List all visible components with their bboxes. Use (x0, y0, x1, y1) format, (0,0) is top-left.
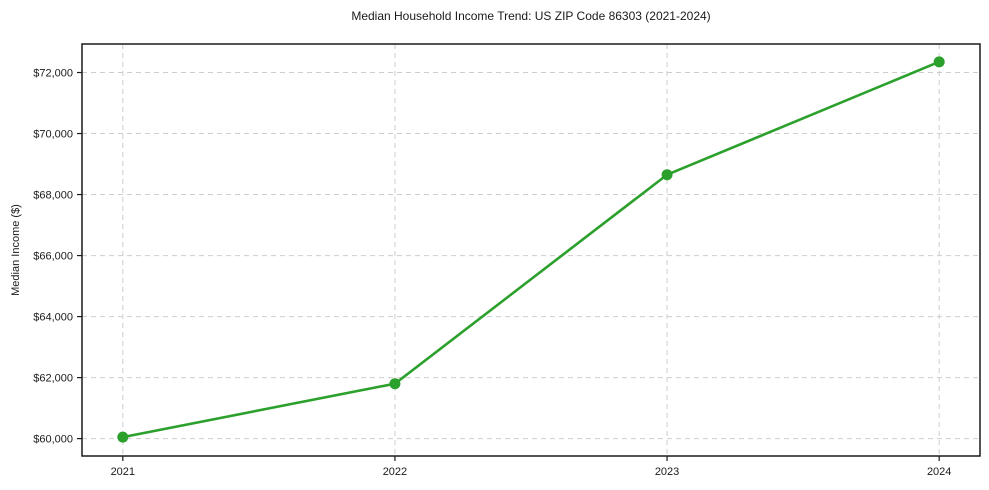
grid-layer (82, 44, 980, 456)
trend-line (121, 60, 941, 439)
y-tick-label: $68,000 (33, 189, 73, 201)
data-point-marker (933, 56, 945, 68)
y-tick-label: $72,000 (33, 67, 73, 79)
y-tick-label: $66,000 (33, 250, 73, 262)
axes-layer: $60,000 $62,000 $64,000 $66,000 $68,000 $70,0… (33, 43, 981, 478)
y-axis-label: Median Income ($) (10, 204, 22, 296)
data-point-marker (661, 169, 673, 181)
series-layer (117, 56, 945, 443)
data-point-marker (389, 378, 401, 390)
x-tick-label: 2022 (383, 466, 407, 478)
y-tick-label: $70,000 (33, 128, 73, 140)
chart-title: Median Household Income Trend: US ZIP Co… (351, 9, 710, 23)
x-tick-label: 2021 (111, 466, 135, 478)
data-point-marker (117, 431, 129, 443)
y-tick-label: $60,000 (33, 433, 73, 445)
plot-border (81, 43, 981, 457)
y-tick-label: $62,000 (33, 372, 73, 384)
x-tick-label: 2023 (655, 466, 679, 478)
y-tick-label: $64,000 (33, 311, 73, 323)
x-tick-label: 2024 (927, 466, 951, 478)
